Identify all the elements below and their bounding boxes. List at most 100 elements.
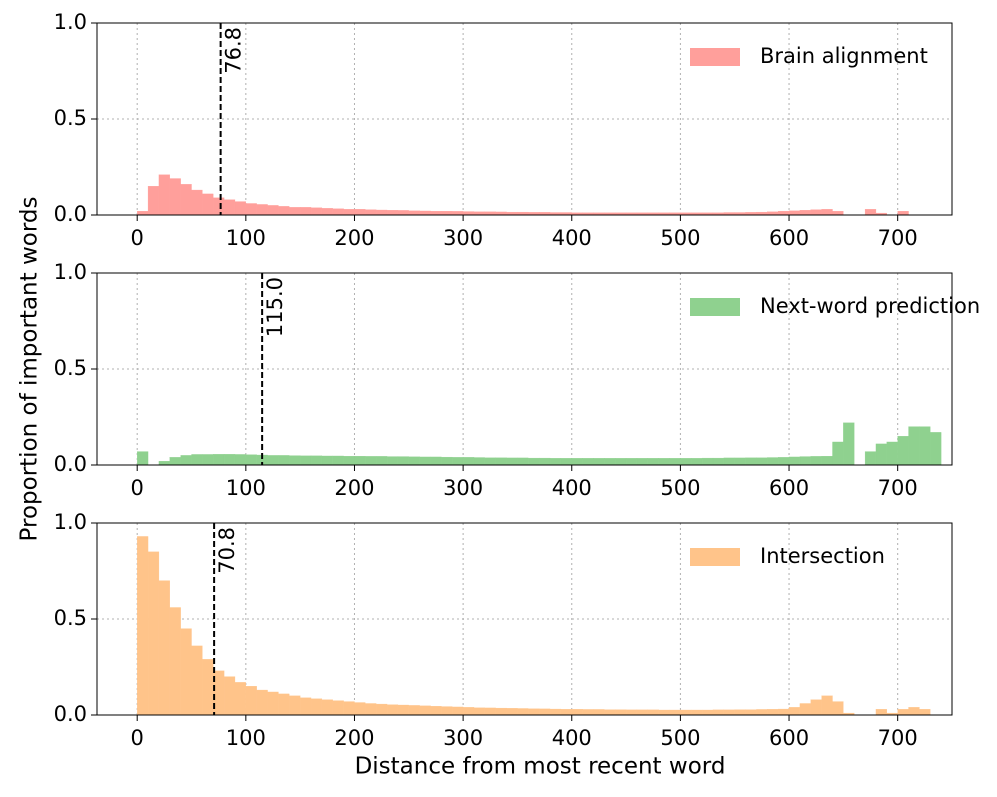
bar [441, 211, 453, 216]
bar [908, 707, 920, 716]
bar [582, 458, 594, 466]
x-tick-label: 300 [443, 226, 483, 250]
bar [495, 707, 507, 716]
bar [191, 645, 203, 716]
bar [180, 628, 192, 716]
bar [528, 708, 540, 716]
bar [300, 455, 312, 466]
bar [169, 178, 181, 216]
bar [560, 709, 572, 716]
bar [810, 456, 822, 466]
bar [615, 458, 627, 466]
bar [734, 709, 746, 716]
bar [712, 457, 725, 466]
x-tick-label: 500 [660, 726, 700, 750]
bar [549, 458, 562, 466]
bar [756, 457, 768, 466]
bar [376, 703, 388, 716]
bar [365, 456, 377, 466]
bar [137, 211, 149, 216]
bar [810, 209, 822, 216]
bar [734, 457, 746, 466]
bar [593, 709, 605, 716]
bar [571, 709, 583, 716]
bar [278, 455, 290, 466]
bar [365, 209, 377, 216]
bar [332, 700, 344, 716]
bar [234, 454, 246, 466]
bar [213, 454, 225, 466]
x-tick-label: 700 [878, 726, 918, 750]
bar [930, 432, 942, 466]
bar [267, 455, 279, 466]
x-tick-label: 600 [769, 476, 809, 500]
bar [343, 701, 355, 716]
bar [788, 210, 801, 216]
bar [701, 709, 714, 716]
bar [528, 457, 540, 466]
y-tick-label: 1.0 [54, 510, 87, 534]
bar [647, 709, 659, 716]
bar [419, 456, 431, 466]
bar [506, 457, 518, 466]
mean-label: 70.8 [215, 527, 239, 574]
x-tick-label: 700 [878, 476, 918, 500]
x-tick-label: 100 [226, 726, 266, 750]
bar [625, 709, 638, 716]
bar [408, 456, 420, 466]
bar [875, 443, 887, 466]
bar [484, 457, 496, 466]
bar [321, 699, 333, 716]
y-tick-label: 0.0 [54, 702, 87, 726]
bar [343, 456, 355, 466]
x-tick-label: 400 [552, 726, 592, 750]
bar [245, 454, 257, 466]
x-tick-label: 0 [131, 476, 144, 500]
bar [300, 207, 312, 216]
bar [430, 211, 442, 216]
bar [158, 174, 170, 216]
bar [473, 707, 485, 716]
bar [625, 458, 638, 466]
bar [376, 209, 388, 216]
bar [604, 458, 616, 466]
bar [517, 457, 529, 466]
bar [767, 709, 779, 716]
bar [332, 455, 344, 466]
bar [756, 709, 768, 716]
bar [376, 456, 388, 466]
bar [658, 709, 670, 716]
x-tick-label: 700 [878, 226, 918, 250]
bar [300, 697, 312, 716]
legend-label: Next-word prediction [760, 294, 980, 318]
bar [397, 704, 409, 716]
bar [256, 204, 268, 216]
x-axis-label: Distance from most recent word [355, 754, 726, 780]
x-tick-label: 400 [552, 226, 592, 250]
bar [180, 184, 192, 216]
bar [560, 458, 572, 466]
bar [886, 441, 898, 466]
bar [897, 709, 909, 716]
axes-frame [96, 22, 953, 216]
x-tick-label: 200 [334, 476, 374, 500]
bar [386, 210, 399, 216]
legend-swatch [690, 548, 740, 566]
x-tick-label: 500 [660, 226, 700, 250]
bar [223, 199, 236, 216]
x-tick-label: 0 [131, 726, 144, 750]
x-tick-label: 100 [226, 226, 266, 250]
bar [778, 211, 790, 216]
bar [832, 701, 844, 716]
bar [441, 706, 453, 716]
bar [397, 456, 409, 466]
bar [691, 458, 703, 466]
bar [310, 207, 323, 216]
bar [180, 455, 192, 466]
bar [723, 709, 735, 716]
bar [267, 691, 279, 716]
bar [137, 536, 149, 716]
bar [452, 706, 464, 716]
bar [908, 426, 920, 466]
